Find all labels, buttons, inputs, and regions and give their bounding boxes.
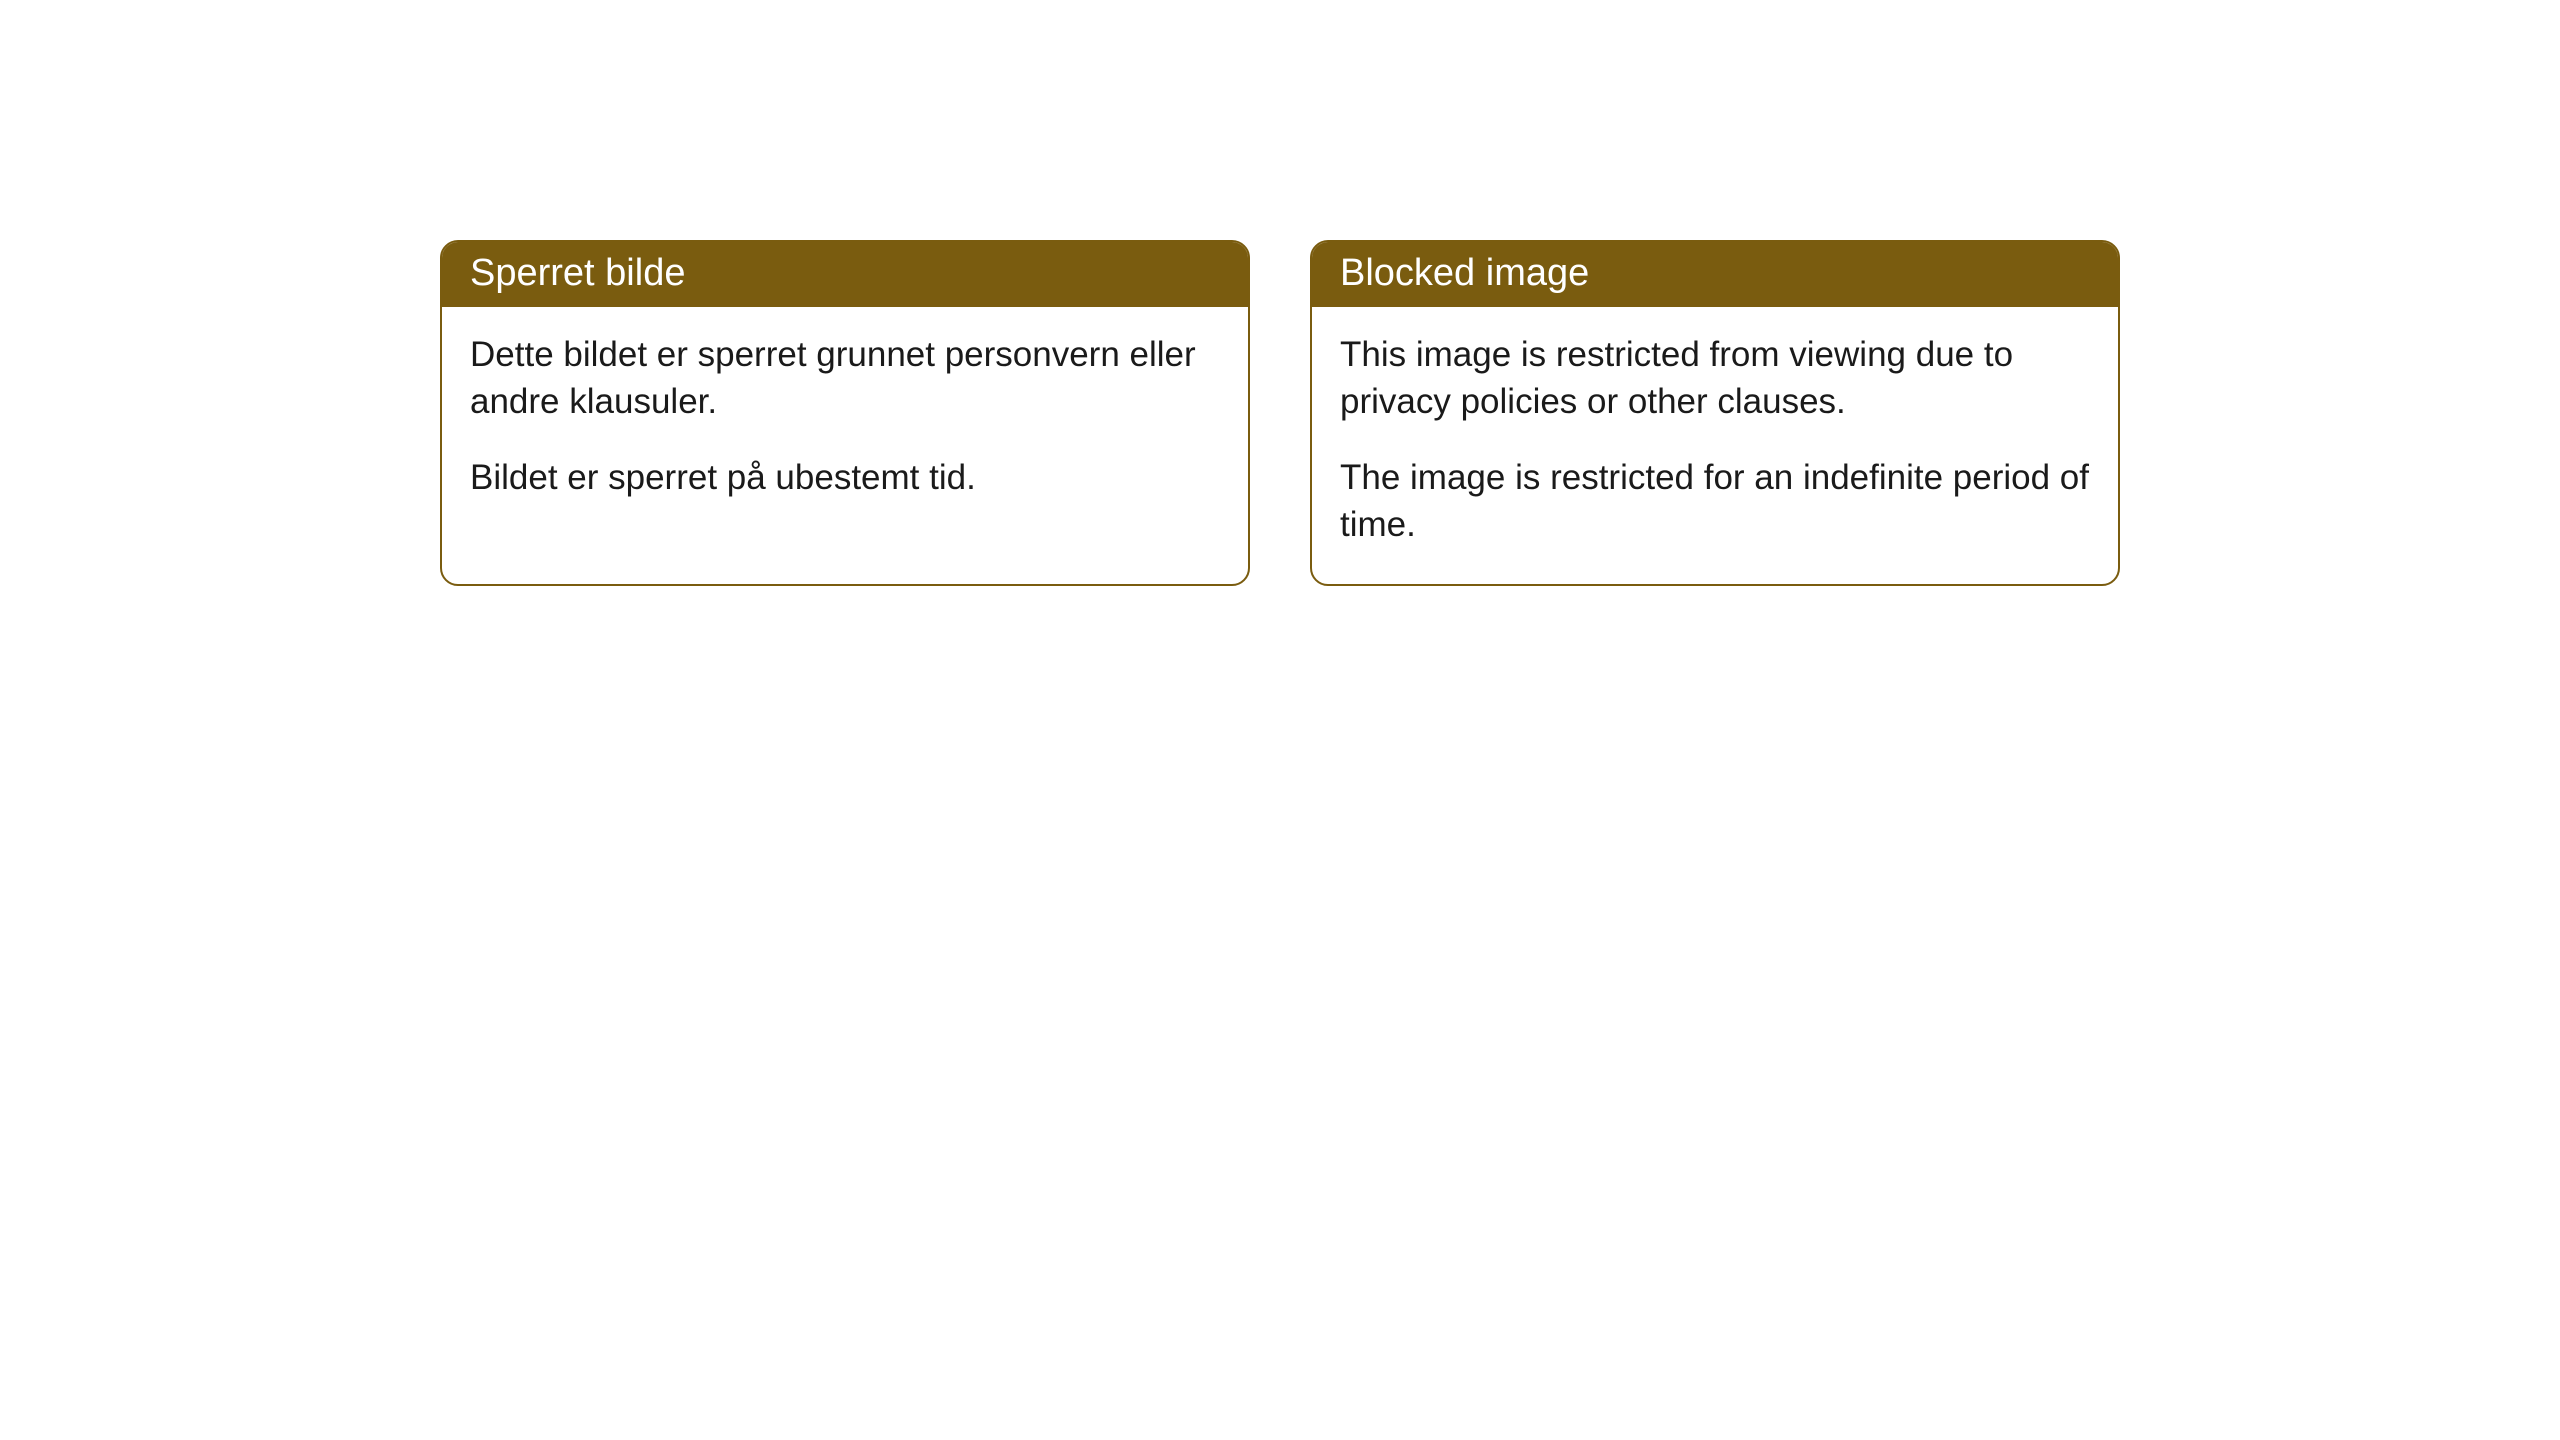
card-header-norwegian: Sperret bilde [442, 242, 1248, 307]
card-paragraph: This image is restricted from viewing du… [1340, 331, 2090, 426]
blocked-image-card-english: Blocked image This image is restricted f… [1310, 240, 2120, 586]
card-paragraph: Dette bildet er sperret grunnet personve… [470, 331, 1220, 426]
blocked-image-card-norwegian: Sperret bilde Dette bildet er sperret gr… [440, 240, 1250, 586]
card-paragraph: Bildet er sperret på ubestemt tid. [470, 454, 1220, 501]
card-paragraph: The image is restricted for an indefinit… [1340, 454, 2090, 549]
card-body-english: This image is restricted from viewing du… [1312, 307, 2118, 584]
card-header-english: Blocked image [1312, 242, 2118, 307]
notice-cards-container: Sperret bilde Dette bildet er sperret gr… [440, 240, 2120, 586]
card-body-norwegian: Dette bildet er sperret grunnet personve… [442, 307, 1248, 537]
